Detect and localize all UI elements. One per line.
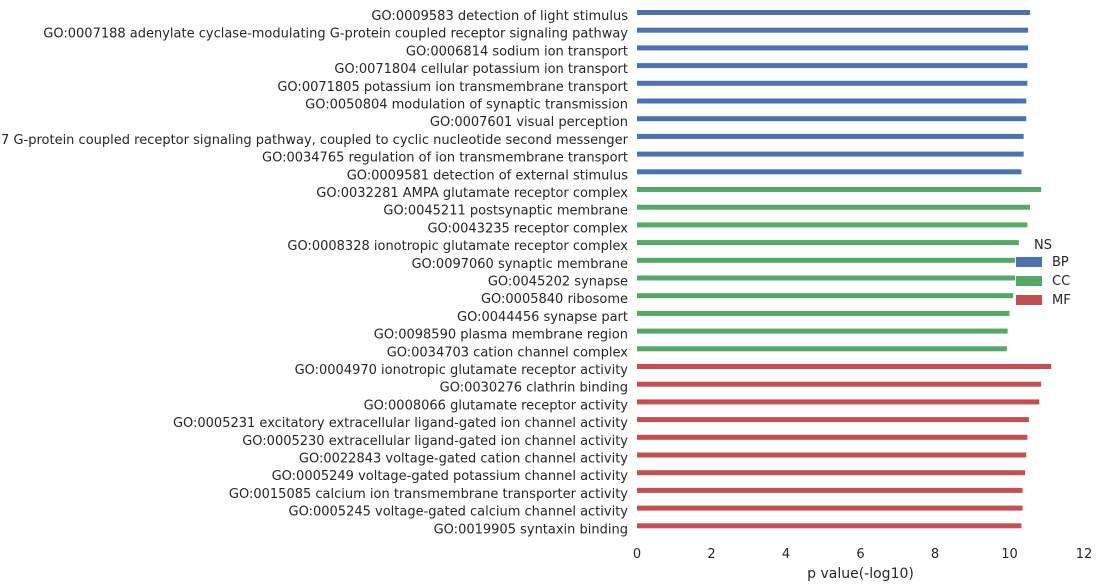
category-label: GO:0007187 G-protein coupled receptor si…: [0, 133, 629, 148]
bar-mf: [637, 417, 1029, 423]
category-label: GO:0005230 extracellular ligand-gated io…: [242, 434, 628, 449]
bar-cc: [637, 187, 1042, 192]
legend-label-mf: MF: [1052, 293, 1071, 308]
legend-label-bp: BP: [1052, 255, 1069, 270]
category-label: GO:0044456 synapse part: [457, 310, 628, 325]
bar-mf: [637, 470, 1026, 476]
category-label: GO:0034703 cation channel complex: [387, 345, 629, 360]
bar-cc: [637, 310, 1010, 316]
bar-bp: [637, 45, 1029, 51]
legend-swatch-mf: [1016, 295, 1042, 305]
bar-mf: [637, 487, 1023, 493]
bar-bp: [637, 116, 1027, 122]
bar-mf: [637, 381, 1042, 387]
category-label: GO:0009583 detection of light stimulus: [371, 9, 628, 24]
bar-bp: [637, 169, 1022, 175]
bar-mf: [637, 452, 1027, 458]
category-label: GO:0019905 syntaxin binding: [434, 522, 628, 537]
x-tick-label: 4: [782, 547, 790, 562]
category-label: GO:0007601 visual perception: [430, 115, 628, 130]
category-label: GO:0045211 postsynaptic membrane: [383, 204, 628, 219]
category-label: GO:0009581 detection of external stimulu…: [347, 168, 629, 183]
category-label: GO:0097060 synaptic membrane: [411, 257, 628, 272]
bars-group: [637, 10, 1052, 529]
x-tick-label: 6: [856, 547, 864, 562]
bar-mf: [637, 399, 1040, 405]
category-label: GO:0005231 excitatory extracellular liga…: [173, 416, 628, 431]
x-tick-label: 0: [633, 547, 641, 562]
legend-swatch-cc: [1016, 276, 1042, 286]
category-label: GO:0034765 regulation of ion transmembra…: [262, 151, 628, 166]
category-label: GO:0043235 receptor complex: [427, 221, 628, 236]
bar-cc: [637, 293, 1014, 299]
bar-bp: [637, 98, 1027, 104]
bar-mf: [637, 364, 1052, 369]
x-tick-label: 8: [931, 547, 939, 562]
bar-mf: [637, 505, 1023, 511]
bar-cc: [637, 204, 1030, 210]
bar-cc: [637, 346, 1007, 352]
category-label: GO:0050804 modulation of synaptic transm…: [305, 98, 628, 113]
legend-title: NS: [1034, 238, 1052, 253]
category-label: GO:0071804 cellular potassium ion transp…: [334, 62, 628, 77]
x-tick-label: 10: [1001, 547, 1018, 562]
legend-label-cc: CC: [1052, 274, 1070, 289]
x-axis-title: p value(-log10): [807, 566, 914, 582]
bar-cc: [637, 328, 1008, 334]
bar-cc: [637, 222, 1028, 228]
bar-bp: [637, 151, 1024, 157]
bar-bp: [637, 27, 1029, 33]
category-label: GO:0007188 adenylate cyclase-modulating …: [43, 27, 628, 42]
legend-swatch-bp: [1016, 257, 1042, 267]
category-label: GO:0098590 plasma membrane region: [374, 328, 628, 343]
category-label: GO:0032281 AMPA glutamate receptor compl…: [316, 186, 628, 201]
category-label: GO:0008066 glutamate receptor activity: [364, 398, 629, 413]
bar-bp: [637, 63, 1028, 69]
category-label: GO:0004970 ionotropic glutamate receptor…: [295, 363, 629, 378]
category-label: GO:0030276 clathrin binding: [440, 381, 628, 396]
bar-cc: [637, 257, 1016, 263]
category-label: GO:0045202 synapse: [488, 275, 628, 290]
x-tick-label: 12: [1076, 547, 1093, 562]
bar-bp: [637, 80, 1028, 86]
bar-cc: [637, 275, 1016, 281]
category-label: GO:0071805 potassium ion transmembrane t…: [277, 80, 628, 95]
x-axis-ticks-group: 0 2 4 6 8 10 12: [633, 547, 1092, 562]
category-label: GO:0015085 calcium ion transmembrane tra…: [229, 487, 628, 502]
category-label: GO:0006814 sodium ion transport: [406, 44, 628, 59]
category-label: GO:0008328 ionotropic glutamate receptor…: [287, 239, 628, 254]
category-label: GO:0022843 voltage-gated cation channel …: [299, 452, 628, 467]
bar-mf: [637, 434, 1028, 440]
x-tick-label: 2: [707, 547, 715, 562]
bar-bp: [637, 10, 1030, 15]
category-label: GO:0005840 ribosome: [481, 292, 628, 307]
category-label: GO:0005245 voltage-gated calcium channel…: [289, 505, 629, 520]
bar-mf: [637, 523, 1022, 529]
bar-cc: [637, 240, 1019, 246]
category-label: GO:0005249 voltage-gated potassium chann…: [272, 469, 629, 484]
category-labels-group: GO:0009583 detection of light stimulus GO…: [0, 9, 629, 537]
bar-bp: [637, 133, 1024, 139]
